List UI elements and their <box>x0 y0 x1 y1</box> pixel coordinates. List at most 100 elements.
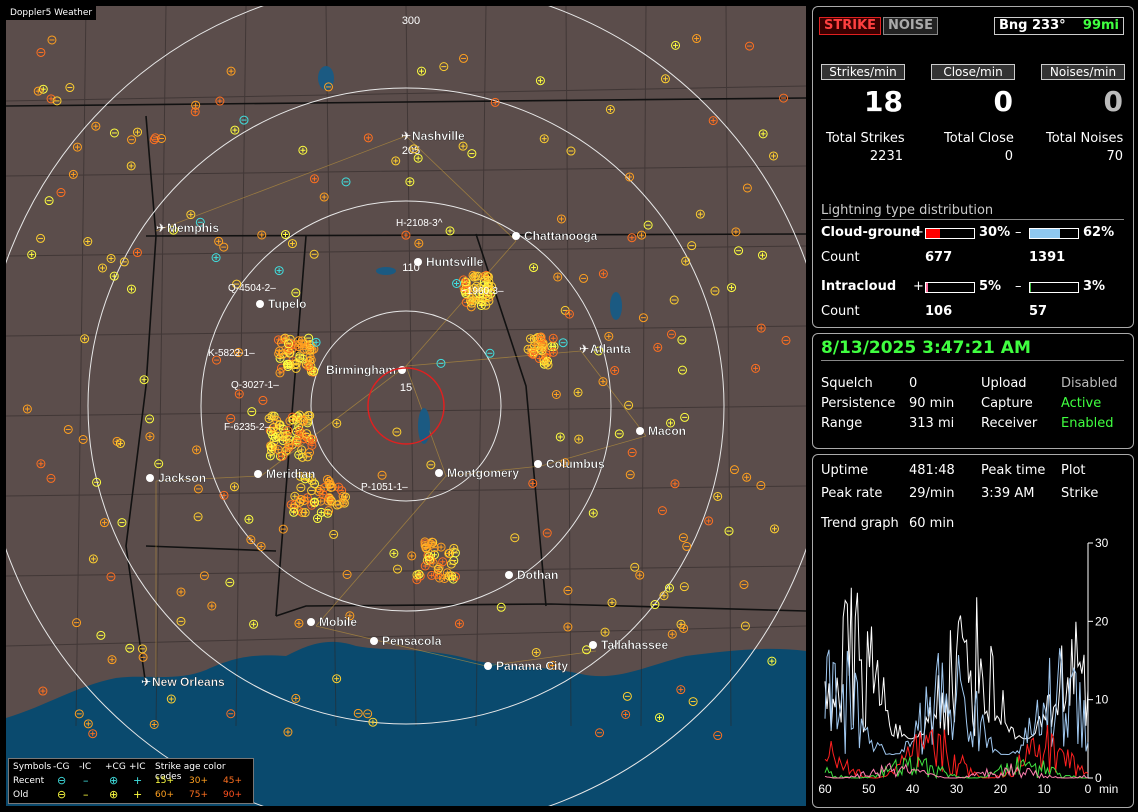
city-marker[interactable]: Meridian <box>254 467 315 481</box>
noises-per-min-button[interactable]: Noises/min <box>1041 64 1125 80</box>
storm-cell-label[interactable]: H-2108-3^ <box>396 218 443 229</box>
strike-marker <box>547 660 557 670</box>
storm-cell-label[interactable]: F-6235-2– <box>224 422 271 433</box>
strike-marker <box>409 144 419 154</box>
strike-marker <box>324 82 334 92</box>
city-marker[interactable]: Pensacola <box>370 634 442 648</box>
strike-marker <box>310 497 320 507</box>
storm-cell-label[interactable]: K-5822-1– <box>208 348 255 359</box>
strike-marker <box>543 360 553 370</box>
radar-map[interactable]: 300 205 110 H-2108-3^ ~1960-3– Q-4504-2– K-58… <box>6 6 806 806</box>
recent-pos-cg-icon: ⊕ <box>109 774 119 787</box>
noise-indicator[interactable]: NOISE <box>883 17 939 35</box>
strike-marker <box>595 728 605 738</box>
city-marker[interactable]: ✈ Atlanta <box>579 342 631 356</box>
storm-cell-label[interactable]: P-1051-1– <box>361 482 408 493</box>
strike-marker <box>309 249 319 259</box>
ring-label-15: 15 <box>400 382 412 394</box>
strike-marker <box>88 554 98 564</box>
city-label: Columbus <box>546 457 605 471</box>
strike-marker <box>52 96 62 106</box>
city-marker[interactable]: Montgomery <box>435 466 519 480</box>
strike-marker <box>353 708 363 718</box>
strike-marker <box>280 230 290 240</box>
city-marker[interactable]: Jackson <box>146 471 206 485</box>
strike-marker <box>558 338 568 348</box>
strike-marker <box>298 145 308 155</box>
strike-marker <box>291 288 301 298</box>
storm-cell-label[interactable]: ~1960-3– <box>461 286 504 297</box>
peak-time-value: 3:39 AM <box>981 486 1035 501</box>
strike-marker <box>291 693 301 703</box>
strike-marker <box>278 431 288 441</box>
strike-marker <box>33 86 43 96</box>
strike-marker <box>47 35 57 45</box>
strike-marker <box>484 296 494 306</box>
strike-marker <box>445 226 455 236</box>
receiver-value: Enabled <box>1061 416 1114 431</box>
strike-marker <box>413 153 423 163</box>
city-marker[interactable]: ✈ Memphis <box>156 221 220 235</box>
city-marker[interactable]: Macon <box>636 424 686 438</box>
ic-negative-count: 57 <box>1029 304 1048 319</box>
city-marker[interactable]: ✈ New Orleans <box>141 675 225 689</box>
strike-marker <box>551 390 561 400</box>
city-marker[interactable]: Tallahassee <box>589 638 669 652</box>
strike-marker <box>191 100 201 110</box>
close-per-min-button[interactable]: Close/min <box>931 64 1015 80</box>
strike-indicator[interactable]: STRIKE <box>819 17 882 35</box>
strike-marker <box>288 415 298 425</box>
strike-marker <box>268 423 278 433</box>
strike-marker <box>137 644 147 654</box>
storm-cell-label[interactable]: Q-3027-1– <box>231 380 279 391</box>
strikes-per-min-button[interactable]: Strikes/min <box>821 64 905 80</box>
strike-marker <box>156 133 166 143</box>
strike-marker <box>528 349 538 359</box>
strike-marker <box>458 141 468 151</box>
strike-marker <box>107 655 117 665</box>
trend-value: 60 min <box>909 516 955 531</box>
ic-positive-bar <box>925 282 975 293</box>
ic-plus-sign: + <box>913 279 924 294</box>
city-marker[interactable]: Dothan <box>505 568 558 582</box>
strike-marker <box>426 460 436 470</box>
city-marker[interactable]: Panama City <box>484 659 569 673</box>
strike-marker <box>319 192 329 202</box>
city-marker[interactable]: Columbus <box>534 457 605 471</box>
range-label: Range <box>821 416 863 431</box>
age-old-3: 90+ <box>223 790 242 800</box>
strike-marker <box>278 524 288 534</box>
strike-marker <box>446 559 456 569</box>
city-marker[interactable]: ✈ Nashville <box>401 129 465 143</box>
strike-marker <box>300 508 310 518</box>
city-dot-icon <box>370 637 378 645</box>
strike-markers <box>22 34 791 741</box>
strike-marker <box>36 47 46 57</box>
total-noises-label: Total Noises <box>1046 131 1124 146</box>
strike-marker <box>682 541 692 551</box>
strike-marker <box>138 652 148 662</box>
city-marker[interactable]: Mobile <box>307 615 357 629</box>
city-marker[interactable]: Tupelo <box>256 297 307 311</box>
city-marker[interactable]: Chattanooga <box>512 229 598 243</box>
storm-cell-label[interactable]: Q-4504-2– <box>228 283 276 294</box>
strike-marker <box>300 474 310 484</box>
strike-marker <box>287 239 297 249</box>
x-tick-label: 30 <box>950 782 964 796</box>
strike-marker <box>27 250 37 260</box>
strike-marker <box>751 363 761 373</box>
strike-marker <box>600 627 610 637</box>
total-close-label: Total Close <box>944 131 1014 146</box>
city-marker[interactable]: Huntsville <box>414 255 484 269</box>
strike-marker <box>234 389 244 399</box>
strike-marker <box>391 156 401 166</box>
strike-marker <box>332 674 342 684</box>
strike-marker <box>653 342 663 352</box>
storm-cells: H-2108-3^ ~1960-3– Q-4504-2– K-5822-1– Q-302… <box>208 218 504 493</box>
plot-value[interactable]: Strike <box>1061 486 1099 501</box>
strike-marker <box>739 580 749 590</box>
city-marker[interactable]: Birmingham <box>326 363 406 377</box>
